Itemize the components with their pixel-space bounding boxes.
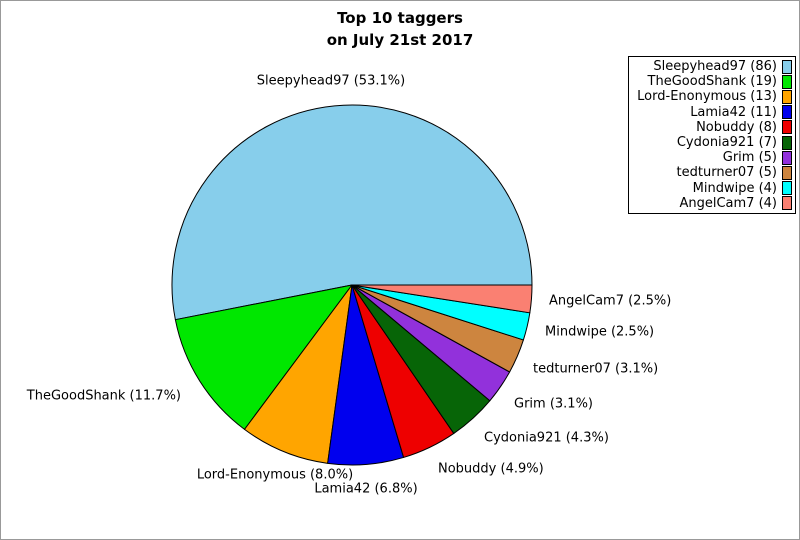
legend-swatch bbox=[782, 74, 792, 89]
pie-slice-sleepyhead97 bbox=[171, 104, 533, 321]
legend-swatch bbox=[782, 59, 792, 74]
slice-label-cydonia921: Cydonia921 (4.3%) bbox=[484, 430, 609, 446]
legend-label: Sleepyhead97 (86) bbox=[653, 59, 777, 75]
legend-label: Lord-Enonymous (13) bbox=[637, 89, 777, 105]
legend-item-cydonia921: Cydonia921 (7) bbox=[632, 135, 792, 150]
slice-label-grim: Grim (3.1%) bbox=[514, 396, 593, 412]
chart-title: Top 10 taggers on July 21st 2017 bbox=[1, 7, 799, 51]
legend-item-lord-enonymous: Lord-Enonymous (13) bbox=[632, 89, 792, 104]
slice-label-nobuddy: Nobuddy (4.9%) bbox=[438, 461, 544, 477]
legend-item-mindwipe: Mindwipe (4) bbox=[632, 181, 792, 196]
legend-label: Lamia42 (11) bbox=[690, 104, 777, 120]
legend-label: TheGoodShank (19) bbox=[647, 74, 777, 90]
slice-label-thegoodshank: TheGoodShank (11.7%) bbox=[26, 388, 181, 404]
legend-item-tedturner07: tedturner07 (5) bbox=[632, 165, 792, 180]
legend-label: Cydonia921 (7) bbox=[676, 135, 777, 151]
slice-label-lamia42: Lamia42 (6.8%) bbox=[314, 481, 418, 497]
legend-label: AngelCam7 (4) bbox=[679, 195, 777, 211]
legend-label: Mindwipe (4) bbox=[692, 180, 777, 196]
slice-label-angelcam7: AngelCam7 (2.5%) bbox=[549, 293, 672, 309]
chart-title-line1: Top 10 taggers bbox=[337, 9, 463, 27]
legend-swatch bbox=[782, 105, 792, 120]
legend-item-grim: Grim (5) bbox=[632, 150, 792, 165]
pie-slice-lord-enonymous bbox=[244, 284, 353, 464]
legend-swatch bbox=[782, 89, 792, 104]
legend-label: Nobuddy (8) bbox=[696, 119, 777, 135]
legend-item-thegoodshank: TheGoodShank (19) bbox=[632, 74, 792, 89]
pie-slice-angelcam7 bbox=[351, 284, 533, 314]
slice-label-mindwipe: Mindwipe (2.5%) bbox=[545, 324, 655, 340]
legend-item-sleepyhead97: Sleepyhead97 (86) bbox=[632, 59, 792, 74]
slice-label-sleepyhead97: Sleepyhead97 (53.1%) bbox=[256, 73, 406, 89]
legend-swatch bbox=[782, 135, 792, 150]
slice-label-lord-enonymous: Lord-Enonymous (8.0%) bbox=[196, 467, 354, 483]
legend-swatch bbox=[782, 165, 792, 180]
chart-title-line2: on July 21st 2017 bbox=[326, 31, 474, 49]
legend-item-nobuddy: Nobuddy (8) bbox=[632, 120, 792, 135]
legend-swatch bbox=[782, 150, 792, 165]
legend-label: tedturner07 (5) bbox=[676, 165, 777, 181]
slice-label-tedturner07: tedturner07 (3.1%) bbox=[533, 361, 659, 377]
legend-label: Grim (5) bbox=[722, 150, 777, 166]
pie-slice-thegoodshank bbox=[174, 284, 353, 430]
legend-swatch bbox=[782, 181, 792, 196]
legend-item-lamia42: Lamia42 (11) bbox=[632, 105, 792, 120]
legend-swatch bbox=[782, 196, 792, 211]
legend-item-angelcam7: AngelCam7 (4) bbox=[632, 196, 792, 211]
legend-swatch bbox=[782, 120, 792, 135]
legend: Sleepyhead97 (86) TheGoodShank (19) Lord-E… bbox=[628, 56, 796, 214]
